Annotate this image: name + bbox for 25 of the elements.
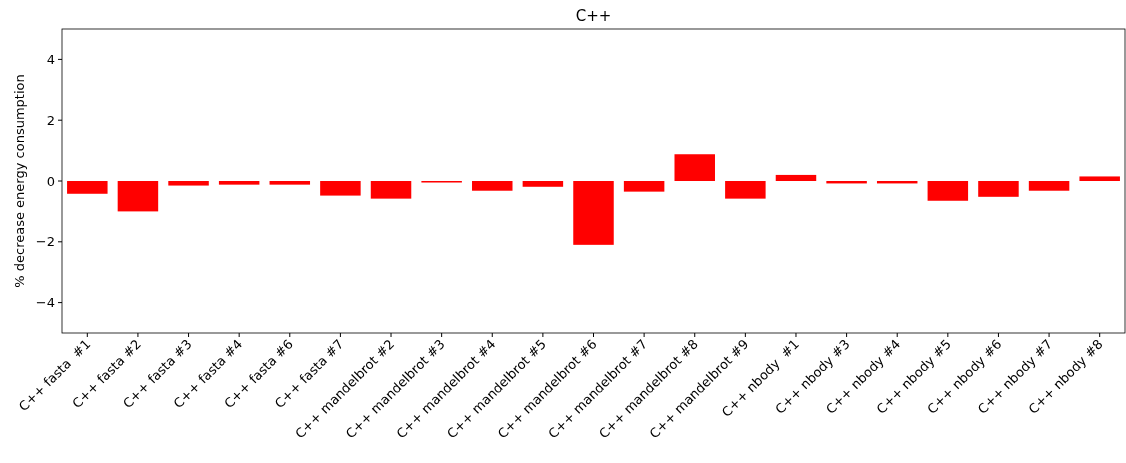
bar <box>370 181 412 199</box>
y-tick-label: 0 <box>46 173 55 189</box>
bar <box>117 181 159 212</box>
bar <box>573 181 614 245</box>
bar <box>927 181 969 201</box>
y-tick-label: −4 <box>35 295 55 311</box>
bar <box>522 181 564 187</box>
bar <box>978 181 1019 197</box>
bar <box>623 181 665 192</box>
bar <box>1028 181 1070 191</box>
chart-title: C++ <box>575 7 612 25</box>
bar <box>218 181 260 185</box>
bar <box>269 181 311 185</box>
bar <box>67 181 108 194</box>
y-tick-label: −2 <box>35 234 55 250</box>
bar <box>320 181 361 196</box>
bar <box>472 181 513 191</box>
y-tick-label: 4 <box>46 51 55 67</box>
bar <box>168 181 209 186</box>
y-tick-label: 2 <box>46 112 55 128</box>
bar <box>1079 176 1120 181</box>
y-axis-title: % decrease energy consumption <box>12 74 27 288</box>
bar <box>775 174 817 181</box>
bar <box>725 181 766 199</box>
bar <box>674 154 715 181</box>
